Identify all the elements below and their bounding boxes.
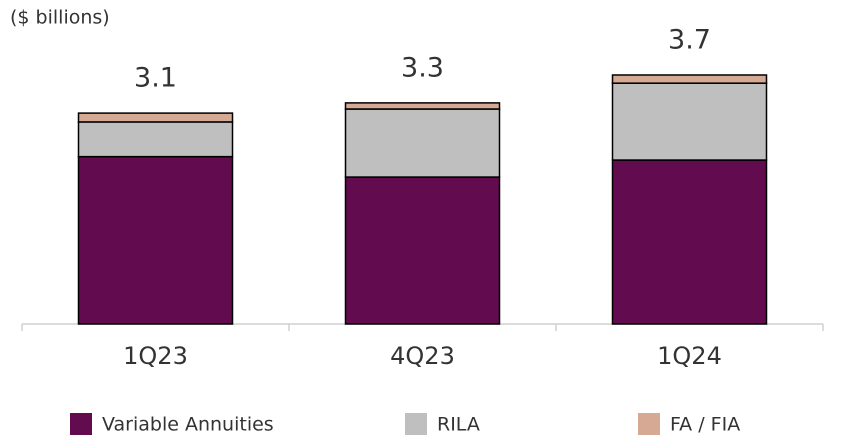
x-tick-label: 1Q24 <box>657 342 722 370</box>
legend-label: RILA <box>437 414 480 436</box>
chart-subtitle: ($ billions) <box>10 7 110 29</box>
total-label: 3.7 <box>668 25 711 56</box>
bar-segment <box>611 74 768 84</box>
bar-segment <box>77 112 234 123</box>
bar-segment <box>77 121 234 158</box>
bar-segment <box>611 159 768 325</box>
legend-swatch <box>405 413 427 435</box>
x-tick-label: 1Q23 <box>123 342 188 370</box>
bar-segment <box>344 102 501 110</box>
bar-segment <box>344 176 501 325</box>
legend-label: FA / FIA <box>670 414 740 436</box>
legend-swatch <box>638 413 660 435</box>
total-label: 3.3 <box>401 52 444 83</box>
bar-segment <box>77 155 234 325</box>
bar-segment <box>344 108 501 178</box>
bar-segment <box>611 82 768 161</box>
x-tick-label: 4Q23 <box>390 342 455 370</box>
legend-swatch <box>70 413 92 435</box>
total-label: 3.1 <box>134 63 177 94</box>
legend-label: Variable Annuities <box>102 414 274 436</box>
